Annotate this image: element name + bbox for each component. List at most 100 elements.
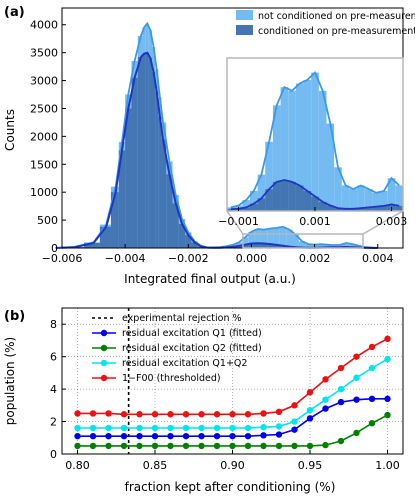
histogram-bar (395, 185, 403, 211)
histogram-bar (288, 90, 296, 211)
data-point (213, 432, 221, 440)
data-point (291, 426, 298, 433)
histogram-bar (248, 231, 255, 248)
data-point (136, 442, 143, 450)
data-point (353, 374, 360, 381)
histogram-bar (318, 90, 327, 211)
data-point (275, 408, 283, 416)
x-tick-label: 0.85 (143, 459, 168, 472)
histogram-bar (178, 224, 186, 248)
legend-marker-q1 (100, 329, 108, 337)
x-tick-label: 0.90 (220, 459, 245, 472)
histogram-bar (267, 244, 274, 248)
histogram-bar (272, 181, 281, 211)
data-point (182, 432, 190, 440)
histogram-bar (110, 192, 119, 248)
data-point (244, 432, 252, 440)
histogram-bar (148, 58, 152, 248)
data-point (275, 431, 283, 438)
histogram-bar (317, 244, 325, 248)
data-point (105, 424, 112, 432)
histogram-bar (395, 205, 403, 211)
histogram-bar (311, 196, 319, 211)
data-point (74, 432, 81, 440)
data-point (306, 407, 314, 414)
data-point (120, 442, 128, 450)
data-point (213, 442, 221, 450)
data-point (198, 442, 205, 450)
histogram-bar (372, 206, 381, 211)
legend-marker-q1q2 (100, 359, 108, 367)
histogram-bar (142, 53, 146, 248)
data-point (167, 411, 174, 418)
inset-x-tick-label: −0.001 (218, 215, 259, 228)
data-point (213, 411, 221, 418)
data-point (337, 398, 345, 406)
y-axis-label-a: Counts (3, 109, 17, 151)
data-point (74, 410, 81, 417)
y-tick-label: 3500 (30, 47, 58, 60)
data-point (368, 343, 376, 351)
data-point (89, 410, 97, 417)
data-point (306, 442, 314, 450)
histogram-bar (161, 139, 167, 248)
data-point (198, 411, 205, 418)
histogram-bar (125, 108, 132, 248)
data-point (151, 432, 159, 440)
inset-x-tick-label: 0.003 (376, 215, 408, 228)
histogram-bar (241, 244, 249, 248)
y-tick-label: 0 (50, 448, 57, 461)
histogram-bar (235, 246, 242, 248)
data-point (244, 424, 252, 432)
series-line (74, 355, 391, 432)
data-point (337, 364, 345, 372)
y-ticks-b: 0 2 4 6 8 (50, 318, 66, 461)
histogram-bar (341, 208, 350, 211)
histogram-bar (303, 79, 312, 211)
inset-plot: −0.001 0.001 0.003 (218, 57, 408, 228)
data-point (136, 432, 143, 440)
histogram-bar (349, 208, 358, 211)
histogram-bar (357, 208, 365, 211)
histogram-bar (288, 181, 296, 211)
data-point (229, 424, 236, 432)
y-tick-label: 1000 (30, 186, 58, 199)
data-point (384, 411, 391, 419)
y-axis-label-b: population (%) (3, 337, 17, 425)
y-tick-label: 1500 (30, 158, 58, 171)
data-point (291, 402, 298, 409)
x-tick-label: −0.002 (168, 252, 209, 265)
data-point (136, 424, 143, 432)
histogram-bar (318, 201, 327, 211)
panel-b-label: (b) (4, 309, 25, 324)
series-line (74, 335, 391, 418)
histogram-bar (227, 209, 235, 211)
histogram-bar (292, 234, 299, 248)
histogram-bar (172, 203, 179, 248)
data-point (120, 424, 128, 432)
x-tick-label: −0.004 (105, 252, 146, 265)
histogram-bar (185, 235, 192, 248)
histogram-bar (260, 243, 268, 248)
data-point (105, 442, 112, 450)
data-point (229, 442, 236, 450)
data-point (275, 442, 283, 450)
data-point (275, 423, 283, 430)
y-tick-label: 6 (50, 351, 57, 364)
legend-label-conditioned: conditioned on pre-measurement (258, 26, 415, 37)
histogram-bar (155, 91, 159, 248)
histogram-bar (84, 242, 100, 248)
data-point (353, 429, 360, 437)
histogram-bar (254, 243, 261, 248)
histogram-bar (191, 242, 198, 248)
legend-label-q2: residual excitation Q2 (fitted) (122, 343, 262, 354)
data-point (368, 364, 376, 372)
legend-label-q1q2: residual excitation Q1+Q2 (122, 358, 247, 369)
histogram-bar (260, 229, 268, 248)
data-point (89, 432, 97, 440)
data-point (244, 442, 252, 450)
histogram-bar (380, 205, 388, 211)
histogram-bar (131, 77, 138, 248)
series-line (74, 411, 391, 450)
